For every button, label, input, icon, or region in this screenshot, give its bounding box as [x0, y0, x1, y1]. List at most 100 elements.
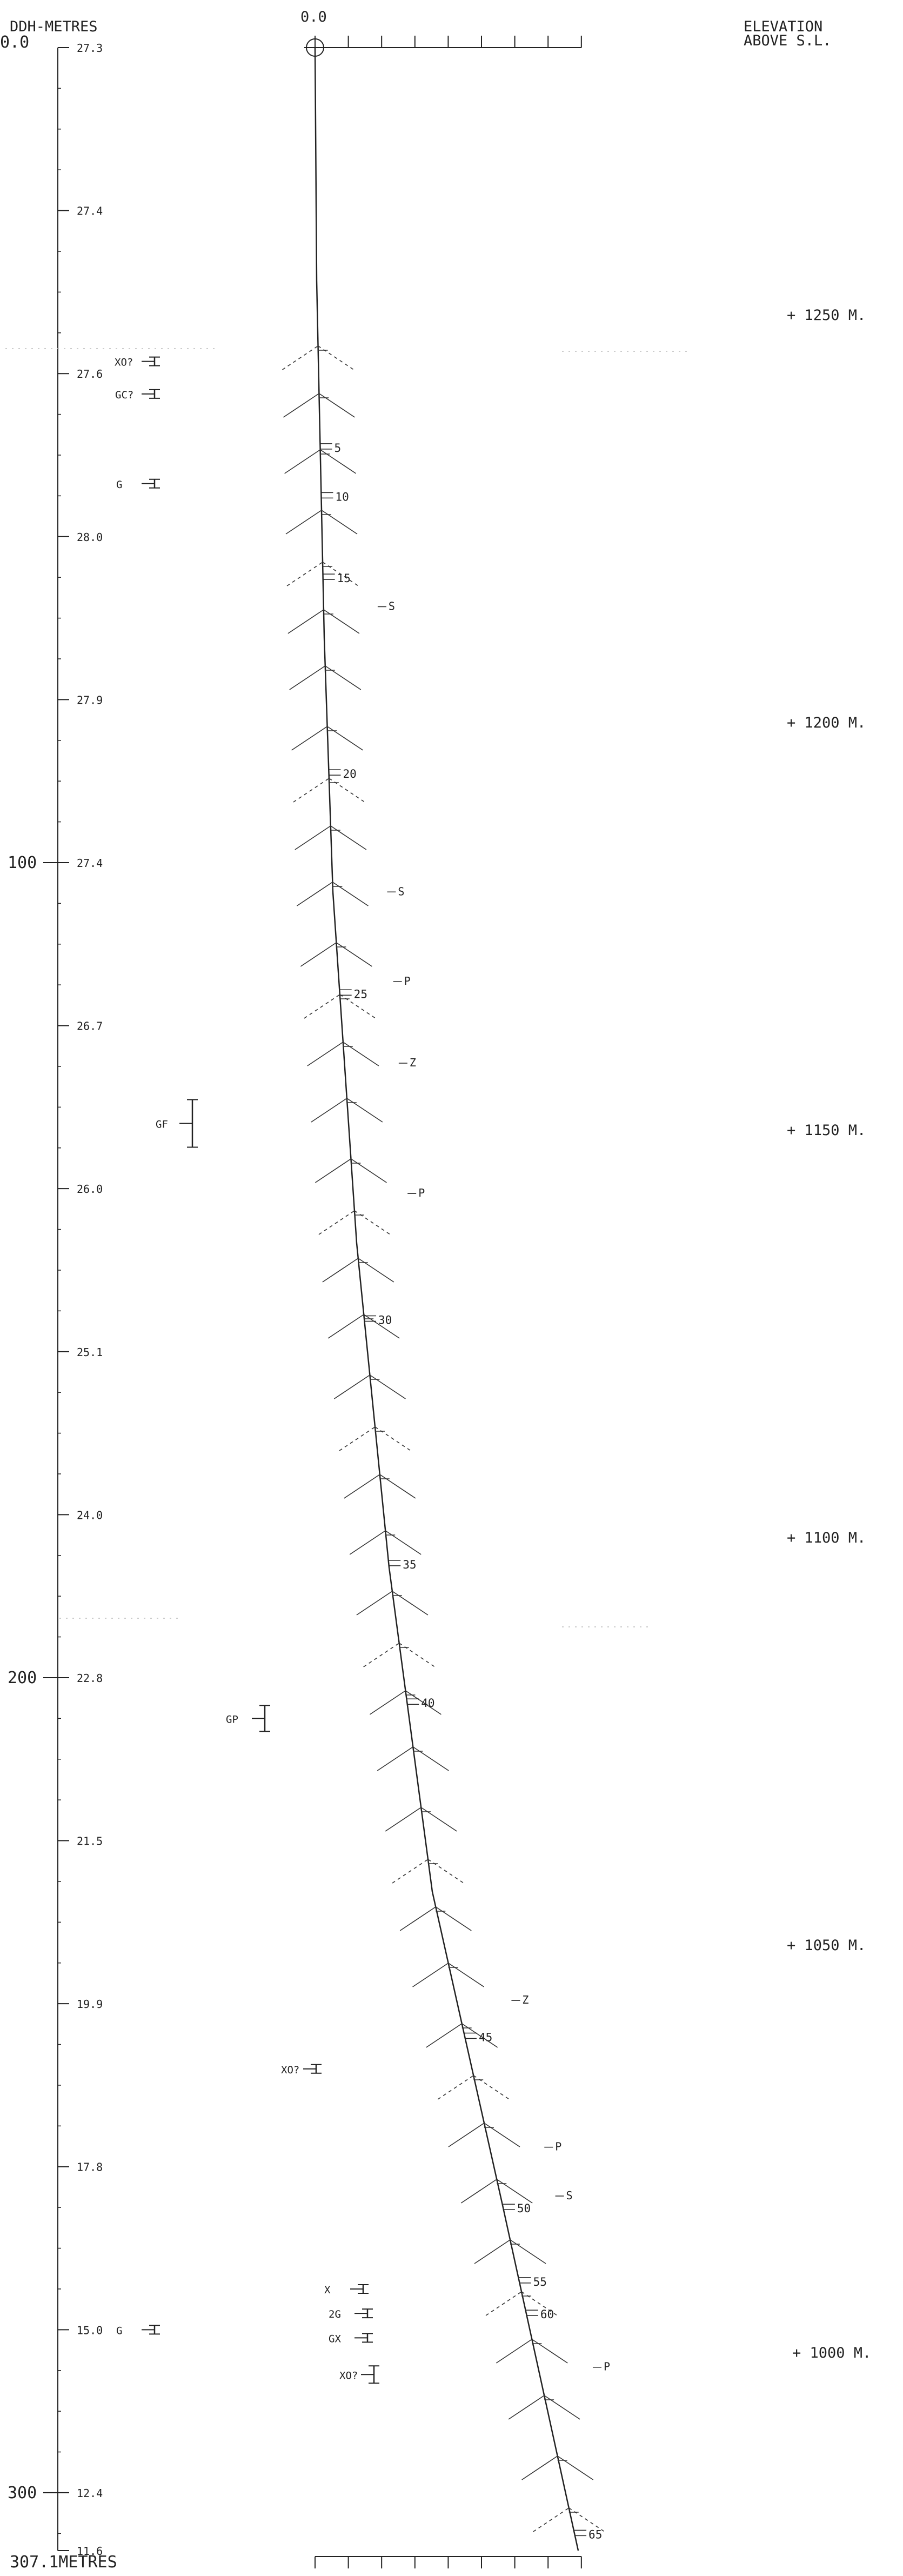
structure-mark — [327, 1314, 364, 1339]
structure-mark — [474, 2239, 511, 2264]
structure-mark — [358, 1258, 394, 1283]
structure-angle-marks — [282, 345, 605, 2532]
hole-depth-marker: 35 — [403, 1558, 416, 1571]
structure-mark — [460, 2179, 497, 2204]
hole-annotation: P — [604, 2360, 610, 2373]
hole-depth-marker: 25 — [354, 987, 367, 1000]
structure-mark — [318, 1210, 355, 1235]
left-marker-label: XO? — [281, 2064, 299, 2076]
structure-mark — [325, 665, 362, 690]
hole-depth-marker: 15 — [337, 572, 351, 585]
hole-annotation: P — [555, 2140, 561, 2153]
structure-mark — [295, 825, 331, 850]
dip-value-labels: 27.3 27.4 27.6 28.0 27.9 27.4 26.7 26.0 25.1 24.0… — [58, 42, 103, 2558]
hole-depth-marker: 65 — [588, 2528, 602, 2541]
left-marker-label: 2G — [329, 2308, 341, 2320]
hole-annotation: S — [398, 885, 404, 898]
hole-depth-marker: 5 — [335, 442, 342, 455]
structure-mark — [289, 665, 326, 690]
elevation-label: + 1100 M. — [787, 1530, 866, 1546]
structure-mark — [283, 393, 319, 418]
structure-mark — [392, 1591, 429, 1616]
structure-mark — [339, 1426, 376, 1451]
dip-value: 22.8 — [77, 1672, 103, 1685]
structure-mark — [369, 1374, 406, 1399]
elevation-label: + 1000 M. — [792, 2345, 871, 2361]
elevation-label: + 1050 M. — [787, 1937, 866, 1954]
hole-depth-marker: 30 — [378, 1313, 392, 1326]
dip-value: 27.3 — [77, 42, 103, 55]
dip-value: 28.0 — [77, 531, 103, 544]
structure-mark — [333, 1374, 370, 1399]
dip-value: 24.0 — [77, 1509, 103, 1521]
structure-mark — [356, 1591, 393, 1616]
left-marker-label: XO? — [115, 357, 133, 369]
dip-value: 27.9 — [77, 693, 103, 706]
left-marker-label: X — [324, 2284, 331, 2296]
structure-mark — [282, 345, 318, 370]
left-marker-label: GX — [329, 2333, 341, 2345]
hole-depth-marker: 45 — [479, 2031, 492, 2044]
dip-value: 27.4 — [77, 205, 103, 218]
depth-bottom-label: 307.1METRES — [10, 2553, 117, 2572]
structure-mark — [315, 1158, 351, 1183]
structure-mark — [318, 393, 355, 418]
structure-mark — [412, 1963, 449, 1987]
left-marker-label: XO? — [339, 2370, 358, 2381]
structure-mark — [369, 1690, 406, 1715]
elevation-labels: + 1250 M. + 1200 M. + 1150 M. + 1100 M. + 10… — [787, 307, 871, 2361]
elevation-label: + 1200 M. — [787, 715, 866, 731]
structure-mark — [291, 726, 328, 751]
hole-depth-marker: 50 — [517, 2202, 531, 2215]
structure-mark — [327, 726, 364, 751]
structure-mark — [377, 1746, 413, 1771]
structure-mark — [531, 2339, 568, 2364]
hole-annotation: Z — [410, 1056, 416, 1069]
structure-mark — [521, 2455, 558, 2480]
depth-label: 200 — [8, 1669, 37, 1687]
structure-mark — [374, 1426, 411, 1451]
structure-mark — [293, 778, 330, 803]
structure-mark — [363, 1643, 400, 1667]
scan-noise — [5, 348, 692, 1627]
structure-mark — [412, 1746, 449, 1771]
structure-mark — [392, 1859, 429, 1884]
structure-mark — [448, 2123, 485, 2147]
hole-annotations: S S P Z P Z P S P — [377, 600, 610, 2373]
structure-mark — [350, 1158, 387, 1183]
structure-mark — [533, 2507, 570, 2532]
structure-mark — [399, 1643, 436, 1667]
structure-mark — [330, 825, 367, 850]
structure-mark — [510, 2239, 546, 2264]
structure-mark — [557, 2455, 594, 2480]
hole-depth-marker: 40 — [421, 1697, 434, 1710]
hole-depth-marker: 20 — [343, 768, 357, 780]
structure-mark — [354, 1210, 391, 1235]
structure-mark — [332, 882, 369, 906]
depth-label: 100 — [8, 853, 37, 872]
structure-mark — [385, 1530, 422, 1555]
dip-value: 26.0 — [77, 1183, 103, 1196]
hole-depth-marker: 60 — [540, 2308, 554, 2321]
hole-annotation: S — [566, 2189, 573, 2202]
dip-value: 25.1 — [77, 1346, 103, 1359]
hole-depth-marker: 10 — [335, 490, 349, 503]
dip-value: 12.4 — [77, 2487, 103, 2500]
dip-value: 17.8 — [77, 2161, 103, 2174]
hole-annotation: P — [404, 975, 411, 987]
drill-hole-trace — [314, 47, 579, 2551]
structure-mark — [285, 510, 322, 535]
structure-mark — [544, 2395, 580, 2420]
elevation-label: + 1150 M. — [787, 1122, 866, 1139]
structure-mark — [287, 609, 324, 634]
bottom-offset-scale — [315, 2556, 582, 2568]
hole-annotation: S — [389, 600, 395, 613]
structure-mark — [323, 609, 360, 634]
dip-value: 27.6 — [77, 368, 103, 381]
structure-mark — [379, 1474, 416, 1499]
structure-mark — [496, 2179, 533, 2204]
structure-mark — [318, 345, 354, 370]
structure-mark — [496, 2339, 532, 2364]
structure-mark — [508, 2395, 545, 2420]
